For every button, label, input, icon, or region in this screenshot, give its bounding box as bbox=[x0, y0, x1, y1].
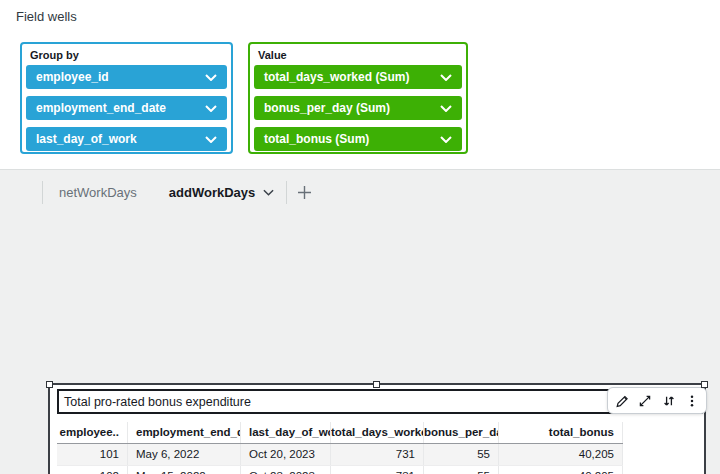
visual-toolbar bbox=[607, 387, 707, 414]
chevron-down-icon bbox=[205, 136, 217, 143]
field-pill-total-days-worked[interactable]: total_days_worked (Sum) bbox=[254, 65, 462, 89]
tab-addworkdays[interactable]: addWorkDays bbox=[153, 179, 263, 206]
chevron-down-icon bbox=[205, 105, 217, 112]
field-pill-label: total_bonus (Sum) bbox=[264, 132, 369, 146]
field-pill-last-day-of-work[interactable]: last_day_of_work bbox=[26, 127, 227, 151]
table-cell[interactable]: 731 bbox=[331, 444, 424, 465]
column-header[interactable]: employee.. bbox=[57, 422, 128, 443]
table-cell[interactable]: 101 bbox=[57, 444, 128, 465]
chevron-down-icon bbox=[440, 105, 452, 112]
chevron-down-icon bbox=[440, 136, 452, 143]
field-pill-label: employee_id bbox=[36, 70, 109, 84]
value-well: Value total_days_worked (Sum) bonus_per_… bbox=[248, 42, 468, 154]
tab-networkdays[interactable]: netWorkDays bbox=[43, 179, 153, 206]
field-pill-label: last_day_of_work bbox=[36, 132, 137, 146]
chevron-down-icon bbox=[440, 74, 452, 81]
menu-dots-icon[interactable] bbox=[683, 391, 701, 411]
field-pill-employment-end-date[interactable]: employment_end_date bbox=[26, 96, 227, 120]
column-header[interactable]: total_days_worked bbox=[331, 422, 424, 443]
field-wells-title: Field wells bbox=[16, 9, 77, 24]
table-header-row: employee..employment_end_datelast_day_of… bbox=[57, 422, 623, 444]
table-cell[interactable]: Oct 23, 2023 bbox=[241, 466, 331, 474]
field-pill-label: total_days_worked (Sum) bbox=[264, 70, 409, 84]
table-cell[interactable]: May 6, 2022 bbox=[128, 444, 241, 465]
sheet-canvas: netWorkDays addWorkDays Total pro-rated … bbox=[0, 170, 720, 474]
table-cell[interactable]: 102 bbox=[57, 466, 128, 474]
column-header[interactable]: total_bonus bbox=[499, 422, 623, 443]
add-sheet-button[interactable] bbox=[287, 179, 321, 206]
group-by-well: Group by employee_id employment_end_date… bbox=[20, 42, 233, 154]
sheet-tab-bar: netWorkDays addWorkDays bbox=[42, 179, 321, 206]
column-header[interactable]: employment_end_date bbox=[128, 422, 241, 443]
table-cell[interactable]: 40,205 bbox=[499, 444, 623, 465]
plus-icon bbox=[297, 185, 312, 200]
table-row: 102May 15, 2022Oct 23, 20237315540,205 bbox=[57, 466, 623, 474]
resize-handle-top-left[interactable] bbox=[46, 381, 53, 388]
quicksight-analysis-screen: Field wells Group by employee_id employm… bbox=[0, 0, 720, 474]
field-pill-bonus-per-day[interactable]: bonus_per_day (Sum) bbox=[254, 96, 462, 120]
table-row: 101May 6, 2022Oct 20, 20237315540,205 bbox=[57, 444, 623, 466]
column-header[interactable]: bonus_per_day bbox=[424, 422, 499, 443]
table-cell[interactable]: May 15, 2022 bbox=[128, 466, 241, 474]
chevron-down-icon bbox=[205, 74, 217, 81]
field-pill-label: employment_end_date bbox=[36, 101, 166, 115]
value-label: Value bbox=[258, 49, 466, 61]
field-pill-total-bonus[interactable]: total_bonus (Sum) bbox=[254, 127, 462, 151]
field-wells-panel: Field wells Group by employee_id employm… bbox=[0, 0, 720, 170]
table-body: 101May 6, 2022Oct 20, 20237315540,205102… bbox=[57, 444, 623, 474]
table-cell[interactable]: 55 bbox=[424, 444, 499, 465]
swap-icon[interactable] bbox=[660, 391, 678, 411]
table-visual-widget[interactable]: Total pro-rated bonus expenditure employ… bbox=[48, 383, 706, 474]
field-pill-employee-id[interactable]: employee_id bbox=[26, 65, 227, 89]
table-cell[interactable]: Oct 20, 2023 bbox=[241, 444, 331, 465]
resize-handle-top-right[interactable] bbox=[701, 381, 708, 388]
table-cell[interactable]: 731 bbox=[331, 466, 424, 474]
field-pill-label: bonus_per_day (Sum) bbox=[264, 101, 390, 115]
table-cell[interactable]: 55 bbox=[424, 466, 499, 474]
edit-pencil-icon[interactable] bbox=[613, 391, 631, 411]
resize-handle-top-middle[interactable] bbox=[373, 381, 380, 388]
table-cell[interactable]: 40,205 bbox=[499, 466, 623, 474]
group-by-label: Group by bbox=[30, 49, 231, 61]
tab-options-chevron[interactable] bbox=[263, 179, 286, 206]
maximize-icon[interactable] bbox=[636, 391, 654, 411]
column-header[interactable]: last_day_of_work bbox=[241, 422, 331, 443]
chevron-down-icon bbox=[263, 189, 274, 196]
pivot-table: employee..employment_end_datelast_day_of… bbox=[57, 422, 623, 474]
